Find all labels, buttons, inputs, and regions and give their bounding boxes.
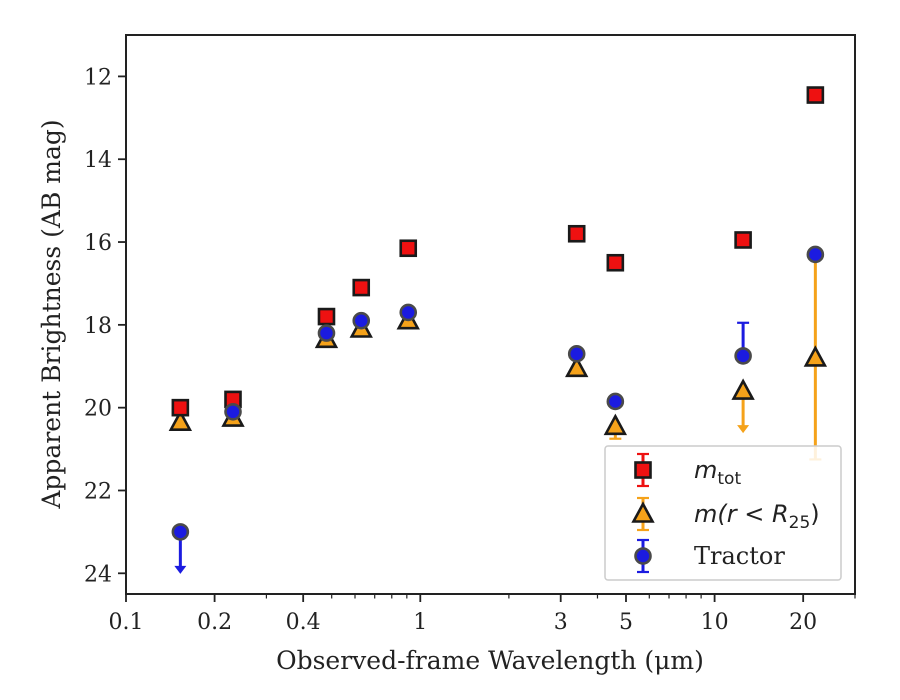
series-circle: [171, 245, 825, 574]
data-point-square: [606, 253, 625, 272]
data-point-square: [634, 461, 652, 479]
x-tick-label: 0.1: [109, 610, 144, 635]
series-square: [171, 86, 825, 417]
data-point-circle: [171, 523, 190, 541]
x-tick-label: 20: [789, 610, 817, 635]
data-point-square: [806, 86, 825, 104]
x-axis-label: Observed-frame Wavelength (μm): [276, 646, 704, 675]
legend-entry: m(r < R25): [631, 496, 820, 533]
legend-label: mtot: [694, 456, 741, 489]
y-axis: 12 14 16 18 20 22 24: [84, 65, 126, 587]
legend: mtot m(r < R25) Tractor: [604, 445, 842, 581]
data-point-square: [352, 278, 371, 297]
data-point-circle: [567, 345, 586, 363]
data-point-circle: [352, 311, 371, 330]
data-point-circle: [734, 347, 752, 365]
plot-frame: [125, 34, 856, 595]
y-axis-label: Apparent Brightness (AB mag): [37, 119, 66, 509]
x-tick-label: 3: [554, 610, 568, 635]
data-point-triangle: [803, 345, 828, 367]
legend-label: m(r < R25): [694, 500, 820, 533]
x-tick-label: 0.2: [197, 610, 232, 635]
legend-box: [604, 445, 842, 581]
y-tick-label: 12: [84, 65, 112, 90]
upper-limit-arrow-head: [174, 565, 187, 574]
data-point-triangle: [603, 413, 628, 436]
x-tick-label: 0.4: [286, 610, 321, 635]
y-tick-label: 18: [84, 314, 112, 339]
data-point-circle: [399, 303, 418, 322]
y-tick-label: 22: [84, 479, 112, 504]
data-point-circle: [317, 324, 336, 342]
legend-entry: mtot: [634, 452, 741, 489]
legend-entry: Tractor: [634, 538, 785, 574]
data-point-square: [567, 224, 586, 243]
data-point-triangle: [631, 501, 655, 523]
y-tick-label: 14: [84, 148, 112, 173]
data-point-triangle: [168, 409, 193, 431]
data-point-square: [171, 398, 190, 417]
x-tick-label: 1: [413, 610, 427, 635]
data-point-circle: [806, 245, 825, 264]
upper-limit-arrow-head: [737, 425, 750, 434]
data-point-circle: [224, 403, 242, 421]
y-tick-label: 20: [84, 397, 112, 422]
y-tick-label: 16: [84, 231, 112, 256]
data-point-circle: [634, 547, 652, 565]
plot-area: [168, 86, 828, 574]
x-tick-label: 10: [701, 610, 729, 635]
x-tick-label: 5: [619, 610, 633, 635]
x-axis: 0.1 0.2 0.4 1 3 5 10 20: [109, 594, 856, 635]
data-point-square: [399, 239, 418, 258]
data-point-triangle: [731, 378, 755, 400]
y-tick-label: 24: [84, 562, 112, 587]
data-point-square: [734, 231, 752, 249]
data-point-square: [317, 307, 336, 326]
data-point-circle: [606, 392, 625, 411]
data-point-triangle: [565, 355, 589, 378]
legend-label: Tractor: [694, 542, 785, 570]
series-triangle: [168, 255, 828, 461]
